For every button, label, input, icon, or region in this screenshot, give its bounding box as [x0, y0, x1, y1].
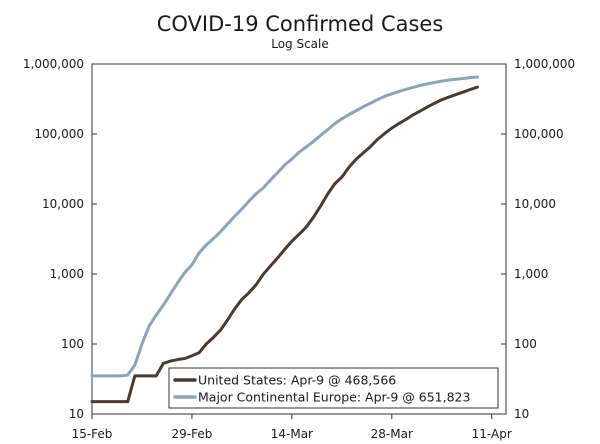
x-axis: 15-Feb 29-Feb 14-Mar 28-Mar 11-Apr: [72, 414, 512, 441]
series-layer: [90, 75, 479, 404]
x-tick-label: 15-Feb: [72, 427, 113, 441]
y-tick-label-right: 10,000: [514, 197, 556, 211]
legend-label-europe: Major Continental Europe: Apr-9 @ 651,82…: [198, 390, 470, 405]
legend-box: [168, 367, 499, 409]
y-axis-right: 10 100 1,000 10,000 100,000 1,000,000: [501, 57, 575, 421]
plot-area-frame: [91, 63, 507, 415]
y-tick-label-left: 1,000: [50, 267, 84, 281]
y-tick-label-left: 100: [61, 337, 84, 351]
chart-subtitle: Log Scale: [271, 37, 329, 51]
chart-title: COVID-19 Confirmed Cases: [157, 12, 444, 36]
y-tick-label-left: 1,000,000: [23, 57, 84, 71]
y-tick-label-left: 10: [69, 407, 84, 421]
x-tick-label: 29-Feb: [172, 427, 213, 441]
y-tick-label-right: 10: [514, 407, 529, 421]
series-line-europe: [90, 75, 479, 378]
y-tick-label-right: 100: [514, 337, 537, 351]
series-line-us: [90, 85, 479, 404]
y-tick-label-left: 100,000: [34, 127, 84, 141]
x-tick-label: 28-Mar: [371, 427, 413, 441]
legend-label-us: United States: Apr-9 @ 468,566: [198, 373, 396, 388]
y-tick-label-right: 1,000: [514, 267, 548, 281]
y-tick-label-right: 100,000: [514, 127, 564, 141]
y-tick-label-left: 10,000: [42, 197, 84, 211]
y-axis-left: 10 100 1,000 10,000 100,000 1,000,000: [23, 57, 97, 421]
legend: United States: Apr-9 @ 468,566 Major Con…: [168, 367, 499, 409]
x-tick-label: 11-Apr: [472, 427, 512, 441]
x-tick-label: 14-Mar: [271, 427, 313, 441]
y-tick-label-right: 1,000,000: [514, 57, 575, 71]
